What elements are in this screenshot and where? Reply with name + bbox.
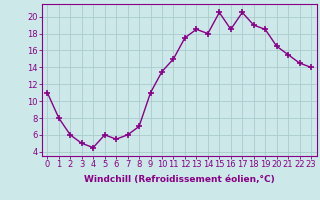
X-axis label: Windchill (Refroidissement éolien,°C): Windchill (Refroidissement éolien,°C) <box>84 175 275 184</box>
